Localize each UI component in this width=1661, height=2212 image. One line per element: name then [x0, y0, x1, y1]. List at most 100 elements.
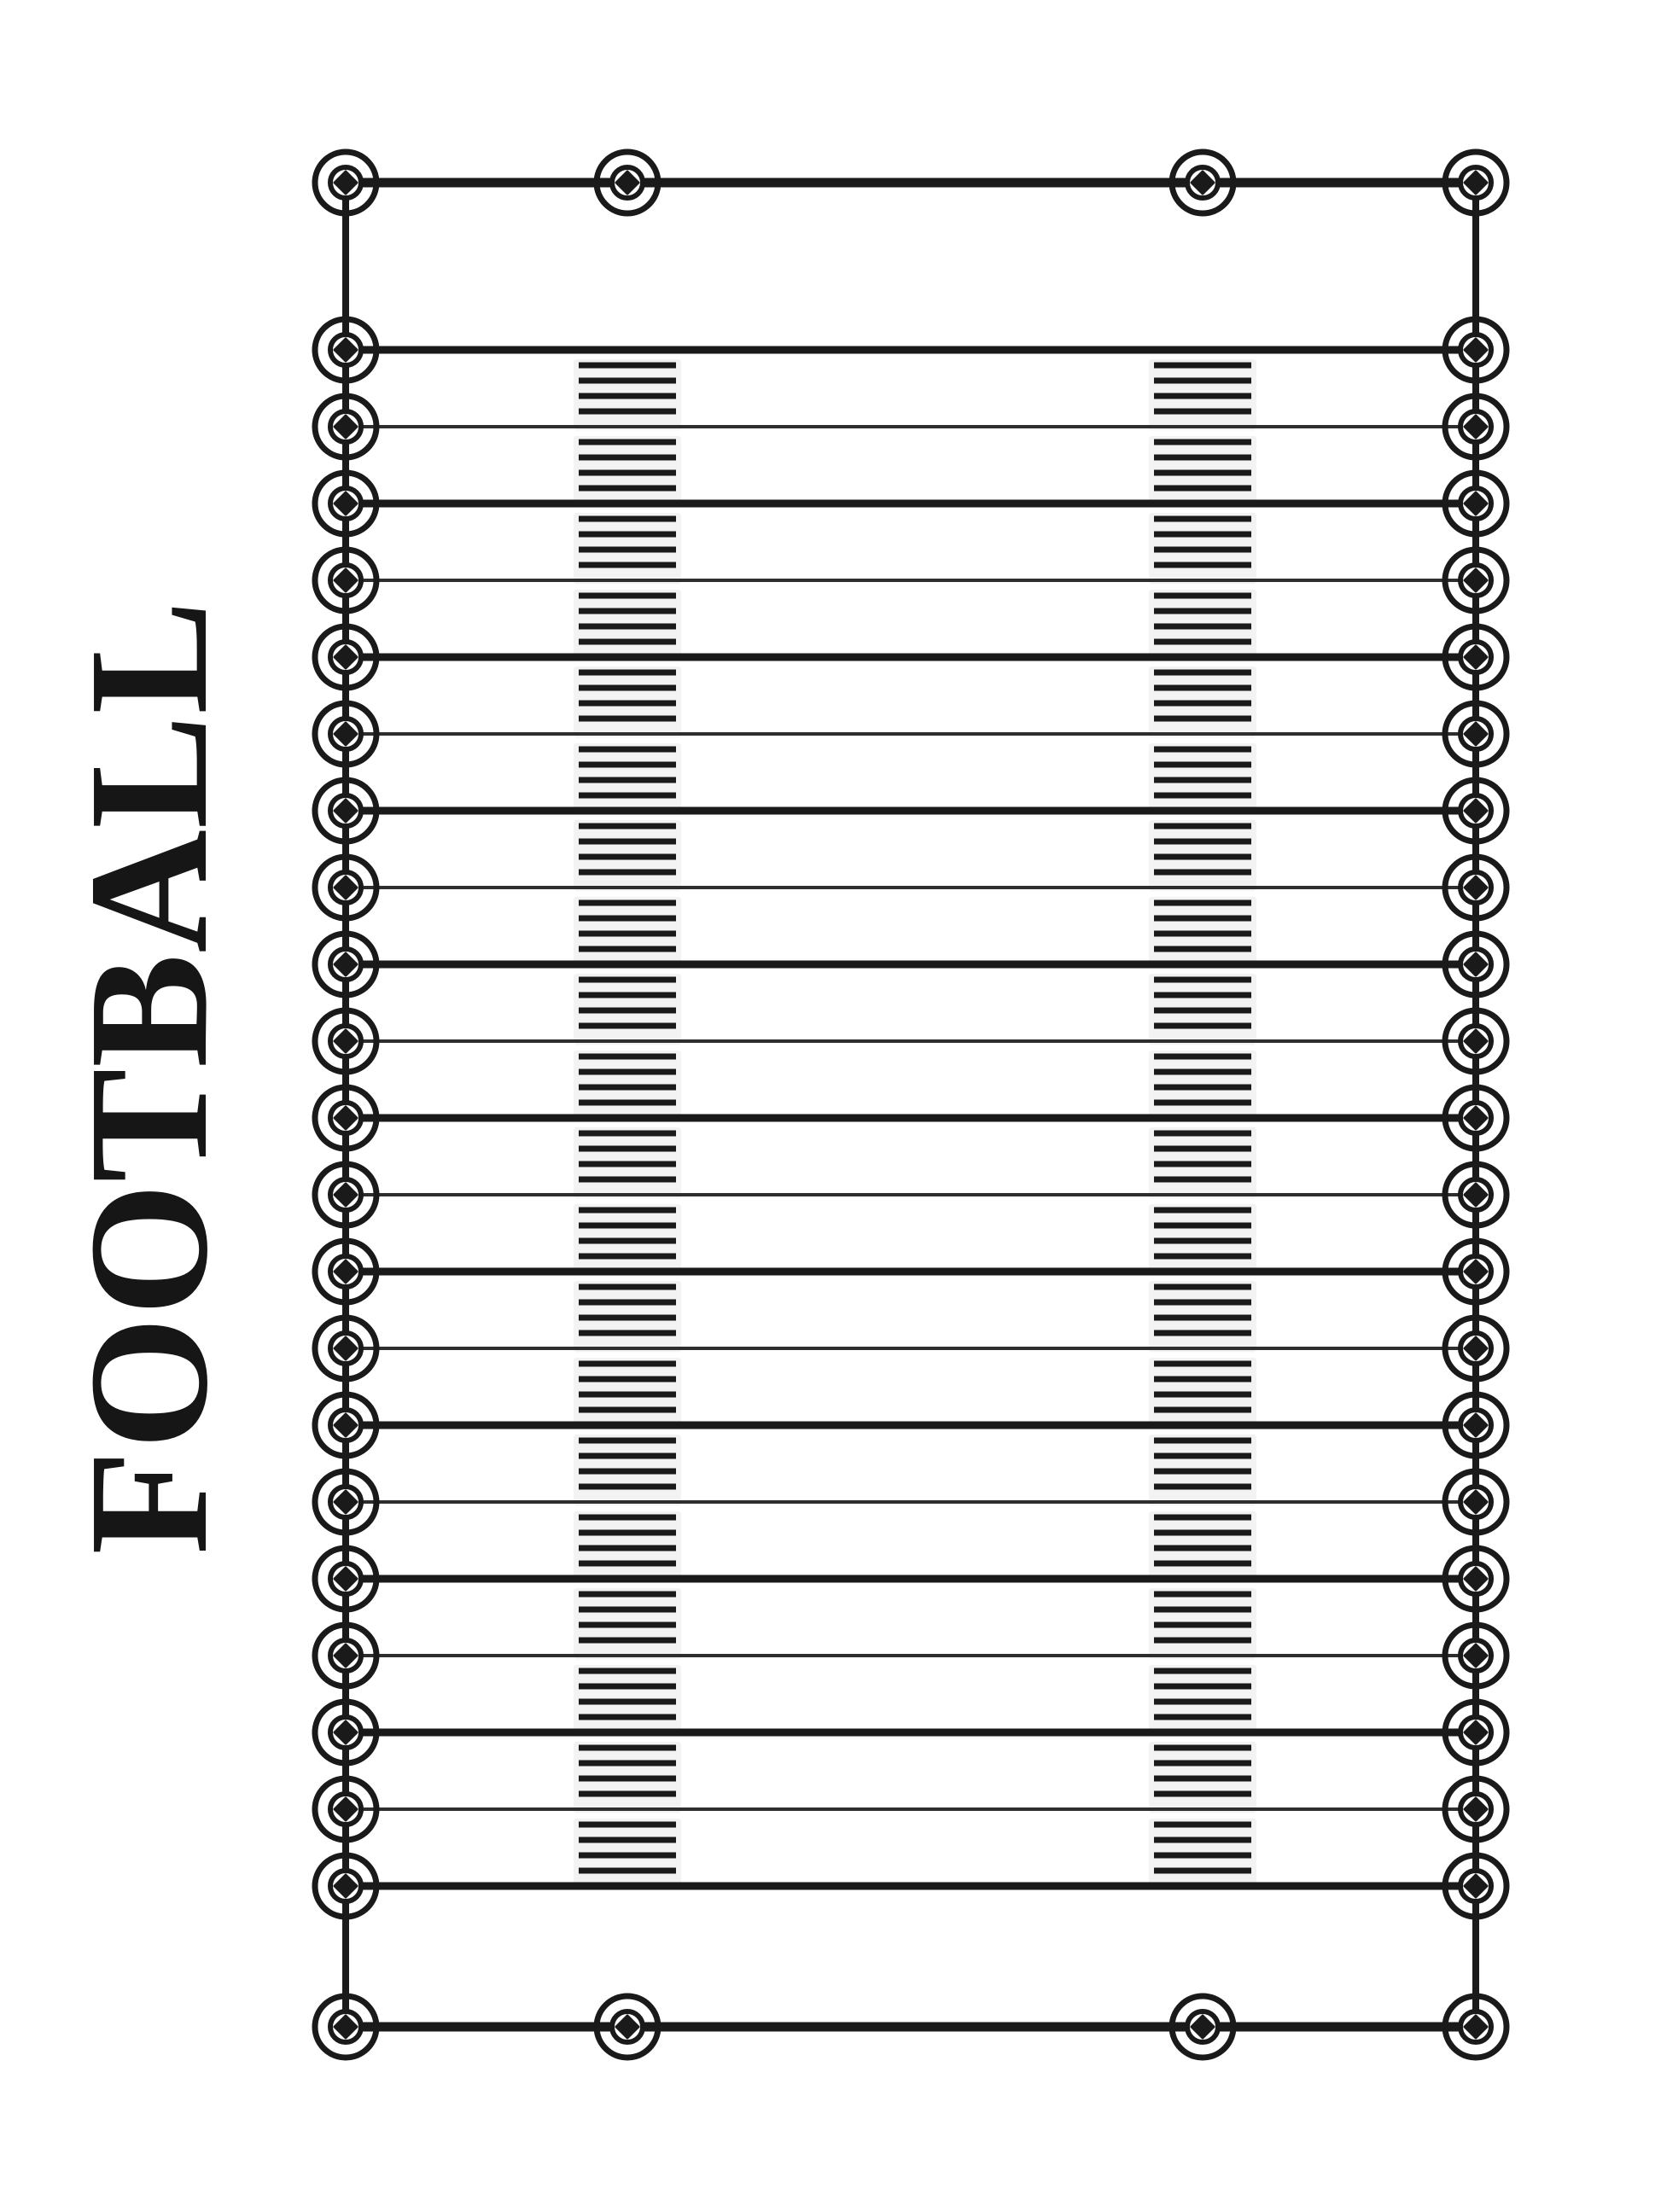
grommet-outer-ring: [1442, 393, 1510, 461]
grommet-outer-ring: [1442, 1237, 1510, 1306]
grommet-outer-ring: [1442, 1993, 1510, 2061]
grommet-outer-ring: [312, 853, 380, 922]
grommet-outer-ring: [593, 1993, 661, 2061]
grommet-center-diamond: [333, 414, 358, 439]
grommet-outer-ring: [1442, 1775, 1510, 1843]
grommet-outer-ring: [312, 1775, 380, 1843]
grommet-outer-ring: [312, 1007, 380, 1075]
grommet-center-diamond: [333, 1412, 358, 1438]
grommet-outer-ring: [1169, 148, 1237, 217]
grommet-outer-ring: [1442, 1621, 1510, 1690]
grommet-center-diamond: [1463, 1182, 1489, 1208]
grommet-center-diamond: [333, 170, 358, 195]
grommet-center-diamond: [1463, 644, 1489, 670]
grommet-center-diamond: [1463, 875, 1489, 900]
grommet-outer-ring: [1442, 853, 1510, 922]
grommet-center-diamond: [1463, 798, 1489, 824]
grommet-outer-ring: [312, 1852, 380, 1920]
grommet-outer-ring: [312, 777, 380, 845]
grommet-center-diamond: [1463, 1028, 1489, 1054]
grommet-center-diamond: [615, 170, 640, 195]
grommet-outer-ring: [1442, 623, 1510, 691]
grommet-outer-ring: [1169, 1993, 1237, 2061]
grommet-center-diamond: [333, 1336, 358, 1361]
grommet-center-diamond: [1463, 721, 1489, 747]
grommet-outer-ring: [1442, 1698, 1510, 1767]
grommet-outer-ring: [1442, 148, 1510, 217]
grommet-center-diamond: [1463, 2014, 1489, 2040]
grommet-outer-ring: [312, 1391, 380, 1459]
grommet-center-diamond: [1463, 337, 1489, 363]
grommet-outer-ring: [312, 700, 380, 768]
grommet-center-diamond: [333, 1028, 358, 1054]
grommet-center-diamond: [1463, 1796, 1489, 1822]
grommet-outer-ring: [312, 1698, 380, 1767]
grommet-center-diamond: [333, 1566, 358, 1592]
grommet-outer-ring: [312, 316, 380, 384]
grommet-outer-ring: [1442, 1468, 1510, 1536]
grommet-outer-ring: [1442, 1007, 1510, 1075]
grommet-outer-ring: [312, 930, 380, 998]
grommet-outer-ring: [312, 1314, 380, 1382]
grommet-center-diamond: [1463, 1643, 1489, 1668]
grommet-outer-ring: [312, 546, 380, 614]
grommet-center-diamond: [333, 2014, 358, 2040]
grommet-center-diamond: [1463, 1566, 1489, 1592]
grommet-center-diamond: [1463, 491, 1489, 516]
grommet-center-diamond: [333, 644, 358, 670]
grommet-outer-ring: [1442, 1545, 1510, 1613]
grommet-center-diamond: [333, 1105, 358, 1131]
grommet-outer-ring: [312, 148, 380, 217]
grommet-center-diamond: [1463, 1336, 1489, 1361]
grommet-center-diamond: [333, 1873, 358, 1899]
grommet-center-diamond: [1463, 170, 1489, 195]
grommet-center-diamond: [1463, 414, 1489, 439]
grommet-outer-ring: [312, 1545, 380, 1613]
grommet-center-diamond: [333, 798, 358, 824]
grommet-center-diamond: [333, 1489, 358, 1515]
grommet-center-diamond: [1463, 952, 1489, 977]
grommet-center-diamond: [1190, 170, 1215, 195]
grommet-outer-ring: [1442, 930, 1510, 998]
grommet-center-diamond: [333, 568, 358, 593]
grommet-center-diamond: [1463, 1489, 1489, 1515]
grommet-outer-ring: [1442, 700, 1510, 768]
grommet-center-diamond: [333, 491, 358, 516]
grommet-center-diamond: [1463, 1720, 1489, 1745]
grommet-center-diamond: [333, 1259, 358, 1284]
grommet-outer-ring: [1442, 546, 1510, 614]
grommet-outer-ring: [312, 393, 380, 461]
grommet-outer-ring: [593, 148, 661, 217]
grommet-center-diamond: [333, 1643, 358, 1668]
grommet-outer-ring: [312, 1084, 380, 1152]
grommet-outer-ring: [1442, 1314, 1510, 1382]
grommet-outer-ring: [1442, 469, 1510, 538]
grommet-center-diamond: [615, 2014, 640, 2040]
grommet-center-diamond: [333, 1182, 358, 1208]
grommet-outer-ring: [312, 1993, 380, 2061]
grommet-center-diamond: [1190, 2014, 1215, 2040]
grommet-center-diamond: [1463, 1259, 1489, 1284]
grommet-center-diamond: [333, 721, 358, 747]
grommet-center-diamond: [333, 1796, 358, 1822]
grommet-outer-ring: [312, 1161, 380, 1229]
grommet-center-diamond: [1463, 1105, 1489, 1131]
grommet-center-diamond: [333, 1720, 358, 1745]
grommet-center-diamond: [333, 875, 358, 900]
grommet-outer-ring: [312, 1468, 380, 1536]
grommet-outer-ring: [1442, 1852, 1510, 1920]
grommet-outer-ring: [312, 469, 380, 538]
grommet-outer-ring: [1442, 777, 1510, 845]
grommet-outer-ring: [1442, 1161, 1510, 1229]
grommet-center-diamond: [1463, 568, 1489, 593]
grommet-outer-ring: [1442, 1084, 1510, 1152]
grommet-center-diamond: [333, 952, 358, 977]
grommet-outer-ring: [312, 1237, 380, 1306]
grommet-outer-ring: [1442, 316, 1510, 384]
grommet-center-diamond: [333, 337, 358, 363]
grommet-center-diamond: [1463, 1412, 1489, 1438]
grommet-outer-ring: [312, 1621, 380, 1690]
grommet-outer-ring: [1442, 1391, 1510, 1459]
